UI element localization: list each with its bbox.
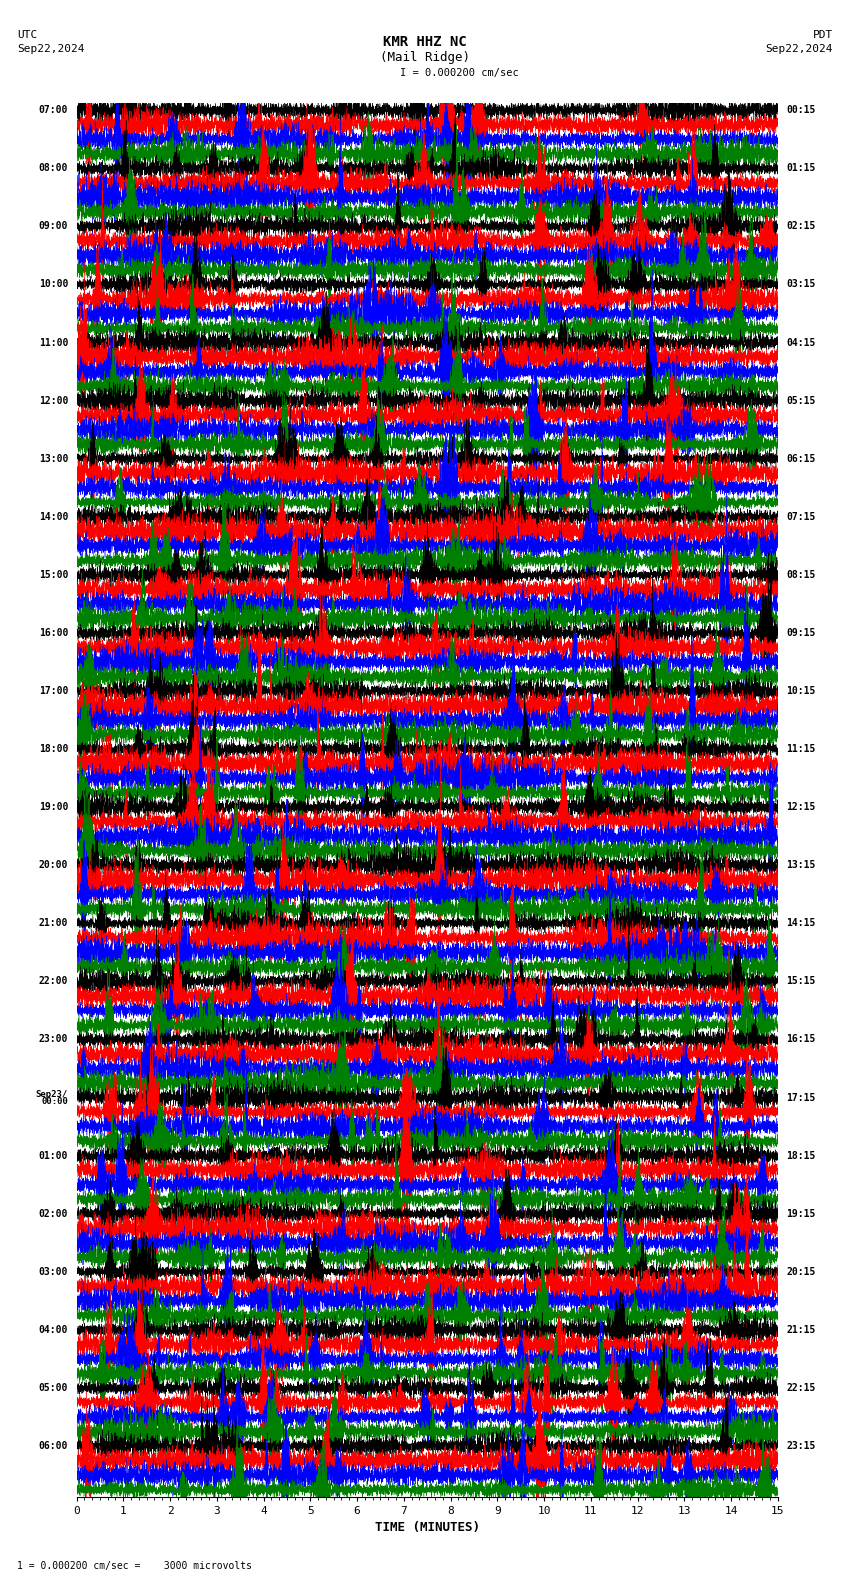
Text: (Mail Ridge): (Mail Ridge) [380,51,470,63]
Text: 07:00: 07:00 [39,105,68,116]
Text: 11:15: 11:15 [786,744,815,754]
Text: Sep23/: Sep23/ [36,1090,68,1099]
Text: 00:15: 00:15 [786,105,815,116]
Text: 18:00: 18:00 [39,744,68,754]
Text: 18:15: 18:15 [786,1150,815,1161]
Text: 05:15: 05:15 [786,396,815,406]
Text: 04:00: 04:00 [39,1324,68,1335]
Text: 03:15: 03:15 [786,279,815,290]
Text: Sep22,2024: Sep22,2024 [766,44,833,54]
Text: 01:15: 01:15 [786,163,815,173]
Text: 23:15: 23:15 [786,1441,815,1451]
Text: 22:00: 22:00 [39,976,68,987]
Text: 08:15: 08:15 [786,570,815,580]
Text: PDT: PDT [813,30,833,40]
Text: 16:00: 16:00 [39,627,68,638]
Text: 04:15: 04:15 [786,337,815,347]
Text: KMR HHZ NC: KMR HHZ NC [383,35,467,49]
Text: 08:00: 08:00 [39,163,68,173]
Text: 06:15: 06:15 [786,453,815,464]
Text: 16:15: 16:15 [786,1034,815,1044]
Text: 13:00: 13:00 [39,453,68,464]
Text: 17:15: 17:15 [786,1093,815,1102]
Text: 21:00: 21:00 [39,919,68,928]
Text: 14:15: 14:15 [786,919,815,928]
Text: 06:00: 06:00 [39,1441,68,1451]
Text: 17:00: 17:00 [39,686,68,695]
Text: 21:15: 21:15 [786,1324,815,1335]
Text: 09:15: 09:15 [786,627,815,638]
Text: 19:15: 19:15 [786,1209,815,1218]
Text: 23:00: 23:00 [39,1034,68,1044]
Text: 11:00: 11:00 [39,337,68,347]
Text: 00:00: 00:00 [41,1098,68,1107]
Text: 15:15: 15:15 [786,976,815,987]
X-axis label: TIME (MINUTES): TIME (MINUTES) [375,1522,479,1535]
Text: 10:00: 10:00 [39,279,68,290]
Text: 22:15: 22:15 [786,1383,815,1392]
Text: 12:15: 12:15 [786,802,815,813]
Text: 19:00: 19:00 [39,802,68,813]
Text: I = 0.000200 cm/sec: I = 0.000200 cm/sec [400,68,518,78]
Text: 1 = 0.000200 cm/sec =    3000 microvolts: 1 = 0.000200 cm/sec = 3000 microvolts [17,1562,252,1571]
Text: 09:00: 09:00 [39,222,68,231]
Text: 20:15: 20:15 [786,1267,815,1277]
Text: 02:00: 02:00 [39,1209,68,1218]
Text: 13:15: 13:15 [786,860,815,870]
Text: 20:00: 20:00 [39,860,68,870]
Text: 10:15: 10:15 [786,686,815,695]
Text: 05:00: 05:00 [39,1383,68,1392]
Text: UTC: UTC [17,30,37,40]
Text: 12:00: 12:00 [39,396,68,406]
Text: 15:00: 15:00 [39,570,68,580]
Text: Sep22,2024: Sep22,2024 [17,44,84,54]
Text: 02:15: 02:15 [786,222,815,231]
Text: 07:15: 07:15 [786,512,815,521]
Text: 14:00: 14:00 [39,512,68,521]
Text: 01:00: 01:00 [39,1150,68,1161]
Text: 03:00: 03:00 [39,1267,68,1277]
